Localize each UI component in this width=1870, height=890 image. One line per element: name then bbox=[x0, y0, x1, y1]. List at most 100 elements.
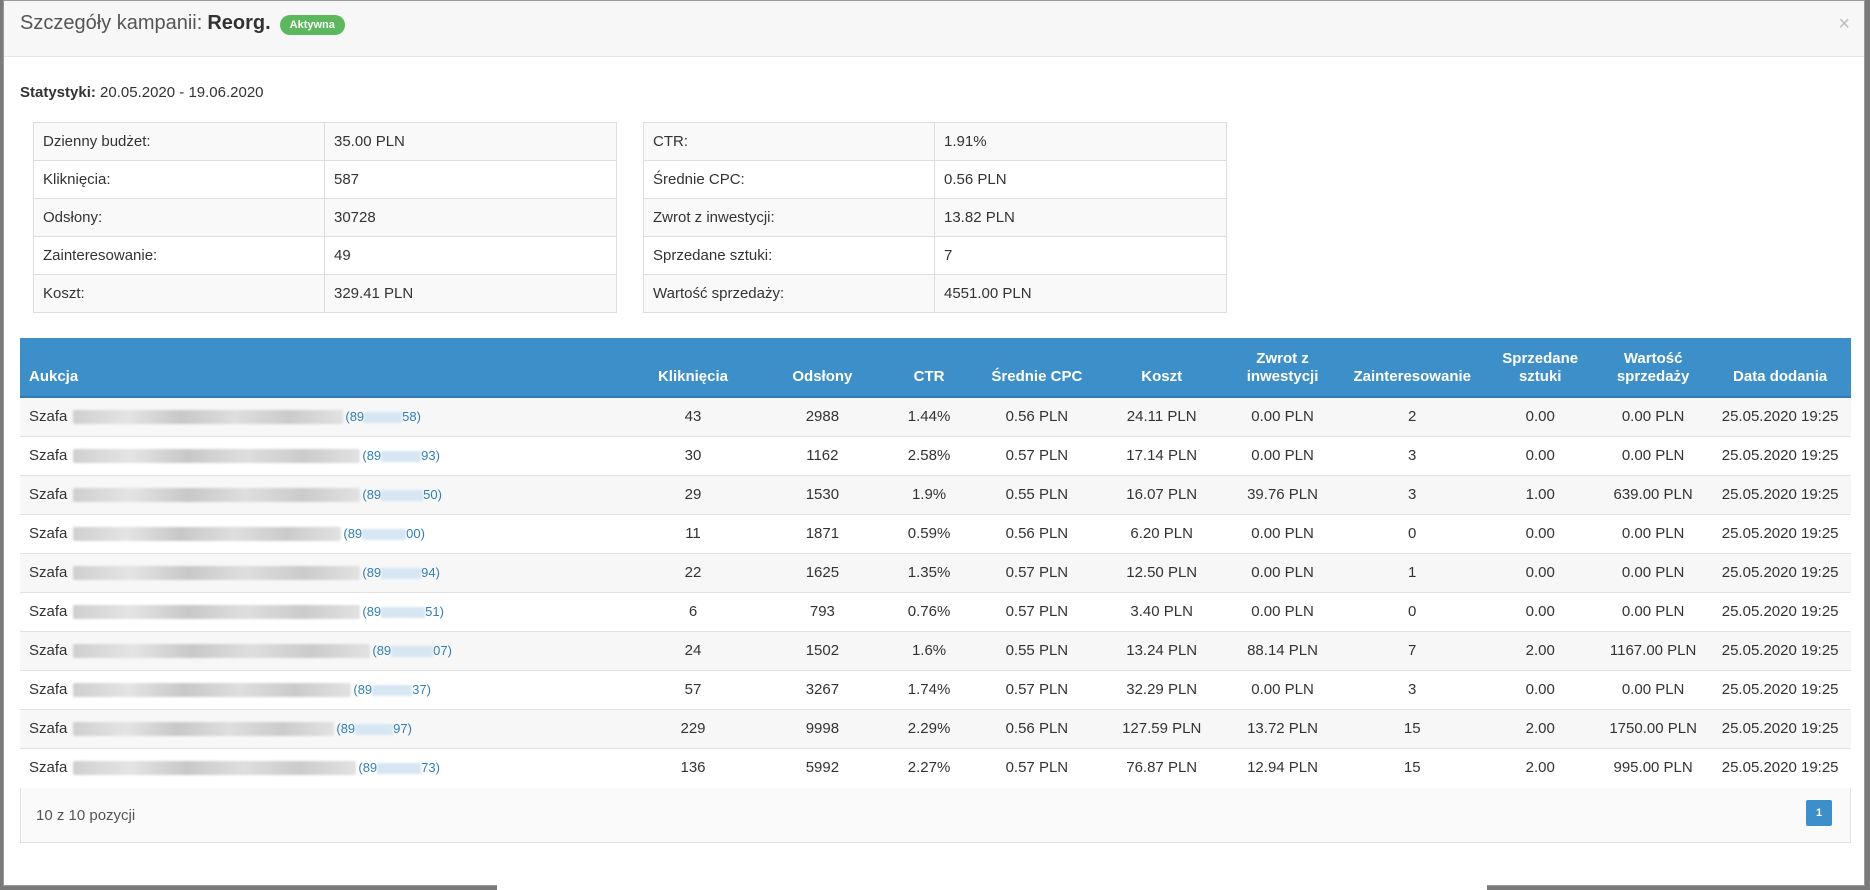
cell-ctr: 0.59% bbox=[883, 513, 975, 553]
header-col-date[interactable]: Data dodania bbox=[1709, 338, 1851, 398]
auction-id-link[interactable]: (89 37) bbox=[353, 682, 431, 697]
header-col-views[interactable]: Odsłony bbox=[761, 338, 884, 398]
cell-date: 25.05.2020 19:25 bbox=[1709, 708, 1851, 748]
summary-label: Zwrot z inwestycji: bbox=[643, 198, 935, 237]
table-row[interactable]: Szafa (89 07) 24 1502 1.6% 0.55 PLN 13.24 PLN 88… bbox=[20, 630, 1851, 670]
page-button-1[interactable]: 1 bbox=[1806, 800, 1832, 826]
cell-date: 25.05.2020 19:25 bbox=[1709, 669, 1851, 709]
cell-sales-value: 0.00 PLN bbox=[1596, 435, 1710, 475]
auction-id-link[interactable]: (89 50) bbox=[362, 487, 442, 502]
cell-interest: 1 bbox=[1340, 552, 1484, 592]
cell-interest: 15 bbox=[1340, 747, 1484, 787]
summary-value: 0.56 PLN bbox=[934, 160, 1227, 199]
cell-cpc: 0.57 PLN bbox=[974, 747, 1100, 787]
header-col-sales-value[interactable]: Wartość sprzedaży bbox=[1596, 338, 1710, 398]
cell-sold: 0.00 bbox=[1483, 669, 1597, 709]
table-row[interactable]: Szafa (89 37) 57 3267 1.74% 0.57 PLN 32.29 PLN 0… bbox=[20, 669, 1851, 709]
cell-clicks: 30 bbox=[624, 435, 762, 475]
auction-id-link[interactable]: (89 97) bbox=[336, 721, 412, 736]
auction-id-link[interactable]: (89 58) bbox=[345, 409, 421, 424]
table-row[interactable]: Szafa (89 93) 30 1162 2.58% 0.57 PLN 17.14 PLN 0… bbox=[20, 435, 1851, 475]
auction-id-link[interactable]: (89 07) bbox=[372, 643, 452, 658]
auction-id-start: (89 bbox=[343, 526, 363, 541]
auction-id-link[interactable]: (89 00) bbox=[343, 526, 425, 541]
auction-id-start: (89 bbox=[358, 760, 378, 776]
redacted-title bbox=[73, 644, 371, 659]
summary-table-left: Dzienny budżet: 35.00 PLN Kliknięcia: 587 Od… bbox=[33, 122, 617, 313]
header-col-interest[interactable]: Zainteresowanie bbox=[1340, 338, 1484, 398]
cell-interest: 0 bbox=[1340, 513, 1484, 553]
header-col-cost[interactable]: Koszt bbox=[1099, 338, 1225, 398]
table-row[interactable]: Szafa (89 00) 11 1871 0.59% 0.56 PLN 6.20 PLN 0.… bbox=[20, 513, 1851, 553]
cell-ctr: 2.58% bbox=[883, 435, 975, 475]
stats-label: Statystyki: bbox=[20, 84, 96, 101]
auction-id-end: 94) bbox=[421, 565, 440, 580]
auction-cell: Szafa (89 07) bbox=[20, 630, 625, 670]
summary-value: 587 bbox=[324, 160, 617, 199]
auction-name: Szafa bbox=[29, 408, 68, 426]
summary-label: Odsłony: bbox=[33, 198, 325, 237]
header-col-sold[interactable]: Sprzedane sztuki bbox=[1483, 338, 1597, 398]
table-row[interactable]: Szafa (89 51) 6 793 0.76% 0.57 PLN 3.40 PLN 0.00… bbox=[20, 591, 1851, 631]
cell-clicks: 136 bbox=[624, 747, 762, 787]
cell-sold: 0.00 bbox=[1483, 435, 1597, 475]
header-col-ctr[interactable]: CTR bbox=[883, 338, 975, 398]
summary-row: Kliknięcia: 587 bbox=[33, 160, 617, 199]
summary-value: 30728 bbox=[324, 198, 617, 237]
auction-cell: Szafa (89 93) bbox=[20, 435, 625, 475]
cell-views: 3267 bbox=[761, 669, 884, 709]
auction-id-start: (89 bbox=[345, 409, 365, 425]
cell-cpc: 0.57 PLN bbox=[974, 591, 1100, 631]
table-row[interactable]: Szafa (89 97) 229 9998 2.29% 0.56 PLN 127.59 PL… bbox=[20, 708, 1851, 748]
cell-clicks: 29 bbox=[624, 474, 762, 514]
close-icon[interactable]: × bbox=[1838, 13, 1850, 35]
redacted-title bbox=[73, 683, 352, 698]
cell-roi: 0.00 PLN bbox=[1224, 591, 1341, 631]
cell-cpc: 0.57 PLN bbox=[974, 552, 1100, 592]
cell-views: 9998 bbox=[761, 708, 884, 748]
cell-sold: 0.00 bbox=[1483, 552, 1597, 592]
auction-id-end: 93) bbox=[421, 448, 440, 463]
header-col-cpc[interactable]: Średnie CPC bbox=[974, 338, 1100, 398]
auction-id-end: 00) bbox=[406, 526, 425, 541]
cell-ctr: 1.9% bbox=[883, 474, 975, 514]
cell-date: 25.05.2020 19:25 bbox=[1709, 396, 1851, 436]
auction-id-link[interactable]: (89 93) bbox=[362, 448, 440, 463]
table-row[interactable]: Szafa (89 94) 22 1625 1.35% 0.57 PLN 12.50 PLN 0… bbox=[20, 552, 1851, 592]
redacted-id bbox=[355, 724, 394, 736]
auction-id-link[interactable]: (89 51) bbox=[362, 604, 444, 619]
cell-date: 25.05.2020 19:25 bbox=[1709, 552, 1851, 592]
auction-cell: Szafa (89 50) bbox=[20, 474, 625, 514]
redacted-id bbox=[362, 529, 407, 541]
cell-clicks: 57 bbox=[624, 669, 762, 709]
auction-name: Szafa bbox=[29, 720, 68, 737]
auction-cell: Szafa (89 00) bbox=[20, 513, 625, 553]
cell-clicks: 24 bbox=[624, 630, 762, 670]
cell-interest: 2 bbox=[1340, 396, 1484, 436]
cell-cost: 13.24 PLN bbox=[1099, 630, 1225, 670]
cell-sales-value: 0.00 PLN bbox=[1596, 591, 1710, 631]
header-col-clicks[interactable]: Kliknięcia bbox=[624, 338, 762, 398]
cell-cpc: 0.56 PLN bbox=[974, 396, 1100, 436]
cell-cost: 12.50 PLN bbox=[1099, 552, 1225, 592]
summary-value: 7 bbox=[934, 236, 1227, 275]
redacted-id bbox=[391, 646, 434, 658]
header-col-roi[interactable]: Zwrot z inwestycji bbox=[1224, 338, 1341, 398]
modal-title-prefix: Szczegóły kampanii: bbox=[20, 12, 203, 34]
summary-table-right: CTR: 1.91% Średnie CPC: 0.56 PLN Zwrot z inw… bbox=[643, 122, 1227, 313]
modal-title: Szczegóły kampanii: Reorg. Aktywna bbox=[20, 12, 345, 35]
summary-value: 13.82 PLN bbox=[934, 198, 1227, 237]
table-row[interactable]: Szafa (89 58) 43 2988 1.44% 0.56 PLN 24.11 PLN 0… bbox=[20, 396, 1851, 436]
table-row[interactable]: Szafa (89 73) 136 5992 2.27% 0.57 PLN 76.87 PLN… bbox=[20, 747, 1851, 787]
cell-sold: 2.00 bbox=[1483, 708, 1597, 748]
auction-id-end: 51) bbox=[425, 604, 444, 619]
cell-ctr: 1.6% bbox=[883, 630, 975, 670]
header-col-auction[interactable]: Aukcja bbox=[20, 338, 625, 398]
cell-cost: 17.14 PLN bbox=[1099, 435, 1225, 475]
table-row[interactable]: Szafa (89 50) 29 1530 1.9% 0.55 PLN 16.07 PLN 39… bbox=[20, 474, 1851, 514]
auction-id-link[interactable]: (89 94) bbox=[362, 565, 440, 580]
cell-interest: 0 bbox=[1340, 591, 1484, 631]
cell-views: 1871 bbox=[761, 513, 884, 553]
cell-views: 793 bbox=[761, 591, 884, 631]
auction-id-link[interactable]: (89 73) bbox=[358, 760, 440, 775]
